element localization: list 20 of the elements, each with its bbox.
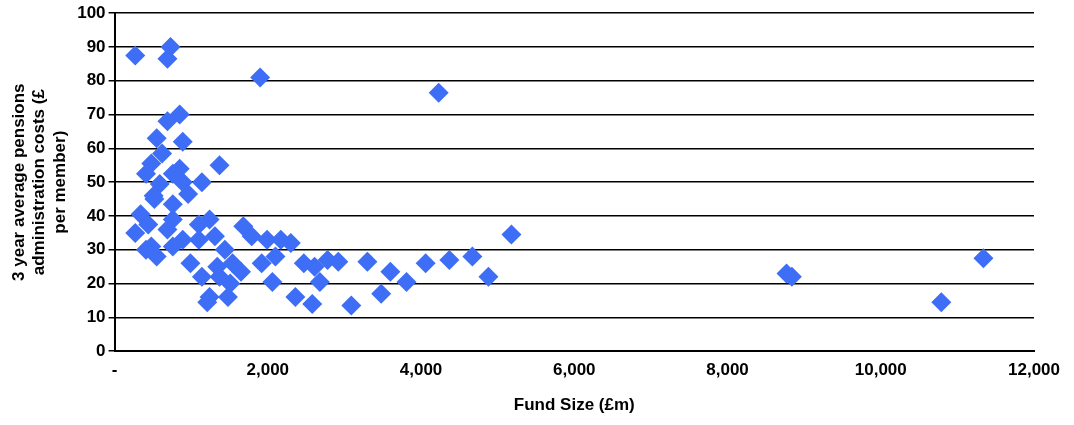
y-tick-label: 70	[86, 104, 106, 124]
x-tick-label: 2,000	[246, 360, 290, 380]
y-tick-label: 50	[86, 171, 106, 191]
x-tick-label: -	[111, 360, 118, 380]
y-tick-label: 30	[86, 239, 106, 259]
y-tick-label: 90	[86, 36, 106, 56]
x-tick-label: 10,000	[854, 360, 907, 380]
y-tick-label: 60	[86, 138, 106, 158]
x-tick-label: 12,000	[1008, 360, 1060, 380]
y-tick-label: 10	[86, 307, 106, 327]
x-tick-label: 6,000	[553, 360, 596, 380]
y-tick-label: 20	[86, 273, 106, 293]
y-tick-label: 80	[86, 70, 106, 90]
x-tick-label: 8,000	[706, 360, 749, 380]
y-tick-label: 100	[77, 2, 106, 22]
y-tick-label: 40	[86, 205, 106, 225]
y-axis-title: 3 year average pensions administration costs (£ per member)	[8, 83, 69, 281]
x-tick-label: 4,000	[399, 360, 443, 380]
y-tick-label: 0	[96, 340, 106, 360]
x-axis-title: Fund Size (£m)	[513, 395, 635, 415]
